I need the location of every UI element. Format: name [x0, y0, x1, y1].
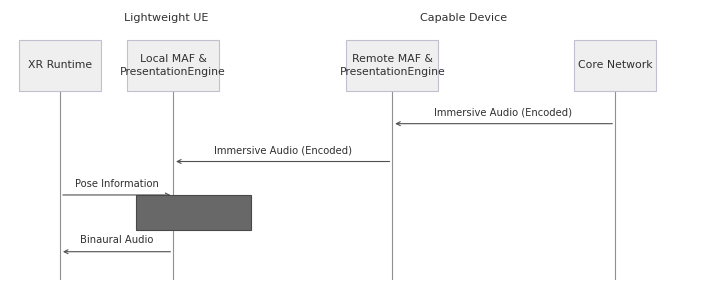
Text: Immersive Audio (Encoded): Immersive Audio (Encoded)	[434, 107, 573, 117]
FancyBboxPatch shape	[127, 40, 219, 91]
FancyBboxPatch shape	[136, 195, 251, 230]
Text: Lightweight UE: Lightweight UE	[124, 13, 209, 23]
FancyBboxPatch shape	[346, 40, 438, 91]
FancyBboxPatch shape	[20, 40, 101, 91]
Text: Capable Device: Capable Device	[419, 13, 507, 23]
Text: Immersive Audio (Encoded): Immersive Audio (Encoded)	[214, 145, 352, 155]
Text: Remote MAF &
PresentationEngine: Remote MAF & PresentationEngine	[339, 54, 445, 77]
Text: XR Runtime: XR Runtime	[28, 61, 92, 70]
FancyBboxPatch shape	[574, 40, 656, 91]
Text: IA Decode & Render: IA Decode & Render	[139, 207, 248, 217]
Text: Binaural Audio: Binaural Audio	[80, 235, 153, 245]
Text: Core Network: Core Network	[578, 61, 653, 70]
Text: Pose Information: Pose Information	[75, 179, 158, 189]
Text: Local MAF &
PresentationEngine: Local MAF & PresentationEngine	[120, 54, 226, 77]
